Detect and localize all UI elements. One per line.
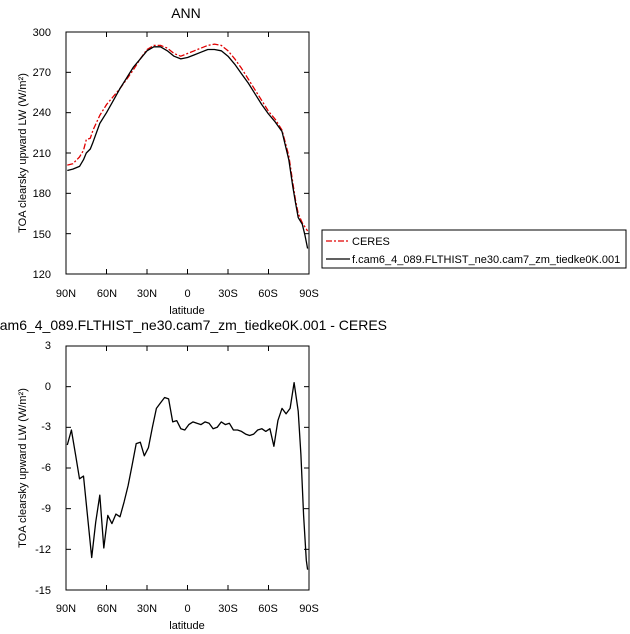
x-tick-label: 60N — [97, 288, 117, 300]
chart-title: f.cam6_4_089.FLTHIST_ne30.cam7_zm_tiedke… — [0, 317, 387, 333]
legend-label-ceres: CERES — [352, 236, 390, 248]
chart-title: ANN — [171, 5, 201, 21]
y-tick-label: 300 — [33, 27, 51, 39]
x-axis-label: latitude — [169, 305, 204, 317]
x-tick-label: 30S — [218, 603, 238, 615]
y-tick-label: 180 — [33, 188, 51, 200]
x-tick-label: 0 — [184, 603, 190, 615]
x-tick-label: 90S — [299, 288, 319, 300]
y-tick-label: 120 — [33, 269, 51, 281]
x-tick-label: 30N — [137, 288, 157, 300]
y-tick-label: -6 — [41, 462, 51, 474]
y-tick-label: -12 — [35, 544, 51, 556]
x-tick-label: 90N — [56, 288, 76, 300]
series-line-0 — [67, 43, 309, 232]
plot-frame — [65, 31, 310, 275]
x-tick-label: 60N — [97, 603, 117, 615]
y-axis-label: TOA clearsky upward LW (W/m²) — [17, 73, 29, 233]
x-tick-label: 90N — [56, 603, 76, 615]
x-tick-label: 30S — [218, 288, 238, 300]
x-tick-label: 90S — [299, 603, 319, 615]
y-tick-label: 0 — [45, 381, 51, 393]
plot-frame — [65, 345, 310, 591]
series-lines — [66, 381, 309, 570]
y-tick-label: -3 — [41, 421, 51, 433]
y-tick-label: 150 — [33, 229, 51, 241]
x-tick-labels: 90N 60N 30N 0 30S 60S 90S — [56, 603, 319, 615]
chart-climatology: ANN 90N 60N 30N 0 30S 60S 90S 120 150 18… — [17, 5, 319, 317]
chart-difference: f.cam6_4_089.FLTHIST_ne30.cam7_zm_tiedke… — [0, 317, 387, 632]
y-tick-label: -15 — [35, 585, 51, 597]
y-tick-label: 210 — [33, 148, 51, 160]
x-tick-label: 0 — [184, 288, 190, 300]
y-tick-label: -9 — [41, 503, 51, 515]
axis-ticks — [65, 345, 310, 591]
y-tick-label: 3 — [45, 340, 51, 352]
y-tick-labels: 120 150 180 210 240 270 300 — [33, 27, 51, 281]
y-tick-label: 240 — [33, 107, 51, 119]
x-axis-label: latitude — [169, 620, 204, 632]
x-tick-label: 30N — [137, 603, 157, 615]
series-lines — [67, 43, 309, 249]
legend-box — [321, 229, 627, 269]
legend: CERES f.cam6_4_089.FLTHIST_ne30.cam7_zm_… — [321, 229, 627, 269]
y-tick-label: 270 — [33, 67, 51, 79]
series-line-0 — [66, 381, 309, 570]
x-tick-label: 60S — [258, 603, 278, 615]
axis-ticks — [65, 31, 310, 275]
y-tick-labels: -15 -12 -9 -6 -3 0 3 — [35, 340, 51, 597]
x-tick-labels: 90N 60N 30N 0 30S 60S 90S — [56, 288, 319, 300]
y-axis-label: TOA clearsky upward LW (W/m²) — [17, 388, 29, 548]
legend-label-model: f.cam6_4_089.FLTHIST_ne30.cam7_zm_tiedke… — [352, 254, 620, 266]
x-tick-label: 60S — [258, 288, 278, 300]
series-line-1 — [67, 46, 309, 249]
